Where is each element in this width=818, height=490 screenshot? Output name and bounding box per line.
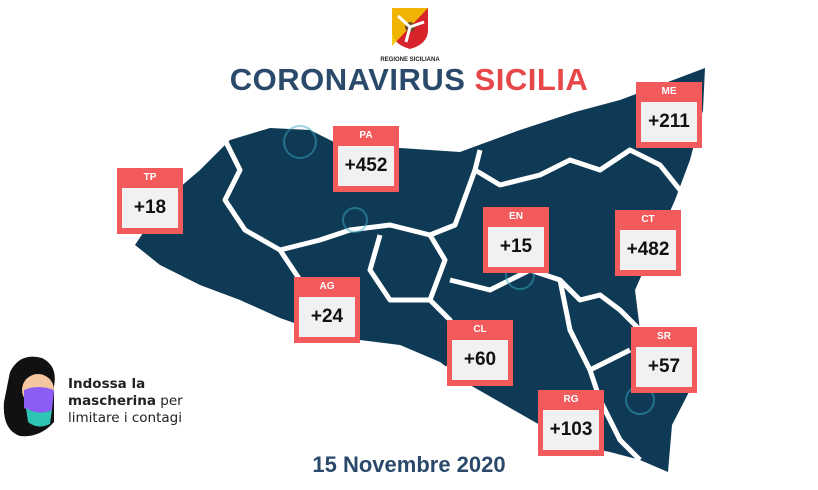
province-value: +57 — [636, 347, 692, 387]
province-card-en: EN +15 — [483, 207, 549, 273]
title-sicilia: SICILIA — [474, 62, 589, 97]
province-card-ct: CT +482 — [615, 210, 681, 276]
report-date: 15 Novembre 2020 — [312, 452, 506, 477]
masked-woman-icon — [3, 356, 55, 437]
province-value: +60 — [452, 340, 508, 380]
province-code: PA — [359, 130, 373, 141]
mask-advice-text: Indossa la mascherina per limitare i con… — [68, 376, 183, 427]
province-card-sr: SR +57 — [631, 327, 697, 393]
province-code: ME — [661, 86, 677, 97]
province-card-me: ME +211 — [636, 82, 702, 148]
advice-line2-rest: per — [156, 393, 183, 409]
province-code: SR — [657, 331, 671, 342]
province-value: +24 — [299, 297, 355, 337]
sicily-island — [135, 68, 705, 472]
province-card-tp: TP +18 — [117, 168, 183, 234]
province-value: +211 — [641, 102, 697, 142]
trinacria-shield-icon — [392, 8, 428, 49]
page-title: CORONAVIRUS SICILIA — [0, 62, 818, 98]
province-card-cl: CL +60 — [447, 320, 513, 386]
province-value: +103 — [543, 410, 599, 450]
logo-caption: REGIONE SICILIANA — [380, 57, 440, 63]
province-code: TP — [143, 172, 157, 183]
province-code: CL — [473, 324, 487, 335]
province-code: EN — [509, 211, 523, 222]
advice-line3: limitare i contagi — [68, 410, 182, 426]
title-coronavirus: CORONAVIRUS — [229, 62, 466, 97]
province-code: RG — [563, 394, 579, 405]
advice-line2-bold: mascherina — [68, 393, 156, 409]
province-value: +18 — [122, 188, 178, 228]
advice-line1: Indossa la — [68, 376, 146, 392]
province-code: AG — [319, 281, 335, 292]
province-card-rg: RG +103 — [538, 390, 604, 456]
province-value: +482 — [620, 230, 676, 270]
province-value: +452 — [338, 146, 394, 186]
province-card-ag: AG +24 — [294, 277, 360, 343]
regione-siciliana-logo: REGIONE SICILIANA — [380, 6, 440, 63]
province-value: +15 — [488, 227, 544, 267]
province-code: CT — [641, 214, 655, 225]
province-card-pa: PA +452 — [333, 126, 399, 192]
